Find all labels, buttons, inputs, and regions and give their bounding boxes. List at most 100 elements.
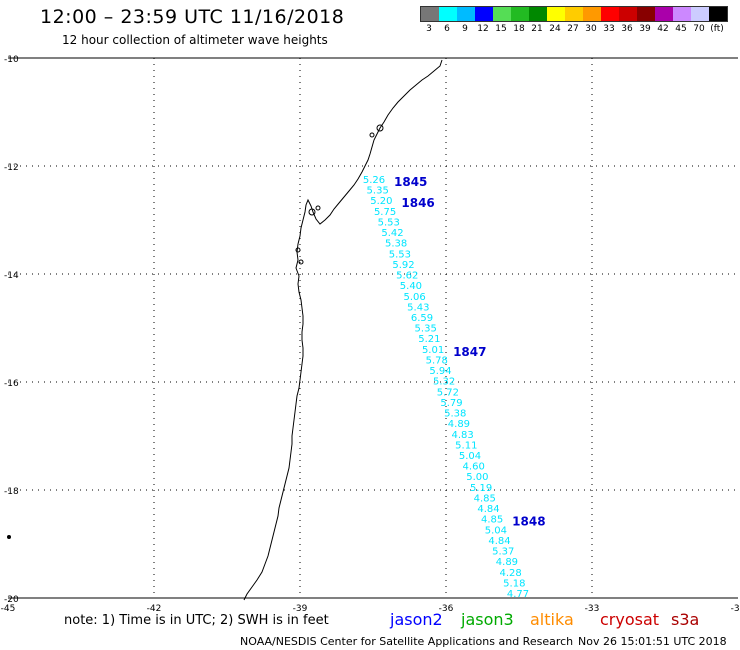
lat-tick-label: -16 — [4, 379, 19, 389]
swh-value: 4.84 — [477, 504, 499, 515]
swh-value: 5.18 — [503, 578, 525, 589]
swh-value: 5.32 — [433, 377, 455, 388]
legend-label: 24 — [549, 24, 561, 34]
legend-swatch — [709, 7, 727, 21]
legend-label: 3 — [426, 24, 432, 34]
map-frame — [8, 57, 738, 599]
swh-value: 5.21 — [418, 334, 440, 345]
swh-value: 5.72 — [437, 387, 459, 398]
legend-labels: 3 6 9 12 15 18 21 24 27 30 33 36 39 42 45 70 (ft) — [420, 22, 728, 36]
lon-tick-label: -33 — [585, 604, 600, 614]
map-subtitle: 12 hour collection of altimeter wave hei… — [62, 33, 328, 47]
legend-label: 33 — [603, 24, 615, 34]
swh-value: 5.53 — [378, 217, 400, 228]
altimeter-track: 5.265.355.205.755.535.425.385.535.925.62… — [363, 175, 546, 600]
swh-value: 5.00 — [466, 472, 488, 483]
footer-timestamp: Nov 26 15:01:51 UTC 2018 — [578, 635, 727, 648]
swh-value: 5.35 — [367, 186, 389, 197]
legend-swatch — [565, 7, 583, 21]
legend-swatch — [511, 7, 529, 21]
wave-height-legend: 3 6 9 12 15 18 21 24 27 30 33 36 39 42 45 70 (ft) — [420, 6, 728, 36]
swh-value: 4.77 — [507, 589, 529, 600]
island-outline — [315, 205, 321, 211]
footer-credit: NOAA/NESDIS Center for Satellite Applica… — [240, 635, 574, 648]
legend-swatch — [439, 7, 457, 21]
lon-tick-label: -30 — [731, 604, 740, 614]
swh-value: 6.59 — [411, 313, 433, 324]
legend-label: 9 — [462, 24, 468, 34]
swh-value: 5.79 — [440, 398, 462, 409]
island-outline — [298, 259, 304, 265]
swh-value: 5.04 — [459, 451, 481, 462]
legend-swatch — [457, 7, 475, 21]
swh-value: 4.60 — [463, 462, 485, 473]
swh-value: 5.38 — [385, 239, 407, 250]
swh-value: 5.04 — [485, 525, 507, 536]
legend-label: (ft) — [710, 24, 724, 34]
island-outline — [295, 247, 301, 253]
swh-value: 5.20 — [370, 196, 392, 207]
coastline — [243, 59, 443, 601]
legend-swatch — [529, 7, 547, 21]
legend-label: 27 — [567, 24, 579, 34]
legend-label: 6 — [444, 24, 450, 34]
footer-note: note: 1) Time is in UTC; 2) SWH is in fe… — [64, 613, 329, 628]
legend-swatch — [673, 7, 691, 21]
legend-swatch — [637, 7, 655, 21]
legend-swatch — [691, 7, 709, 21]
legend-swatch — [601, 7, 619, 21]
legend-label: 30 — [585, 24, 597, 34]
lat-tick-label: -12 — [4, 163, 19, 173]
legend-swatches — [420, 6, 728, 22]
swh-value: 5.19 — [470, 483, 492, 494]
lat-tick-label: -20 — [4, 595, 19, 605]
island-outline — [308, 208, 316, 216]
swh-value: 4.89 — [448, 419, 470, 430]
swh-value: 5.53 — [389, 249, 411, 260]
legend-label: 15 — [495, 24, 507, 34]
legend-label: 45 — [675, 24, 687, 34]
legend-label: 12 — [477, 24, 489, 34]
lat-tick-label: -14 — [4, 271, 19, 281]
legend-swatch — [619, 7, 637, 21]
legend-label: 21 — [531, 24, 543, 34]
lat-tick-label: -18 — [4, 487, 19, 497]
legend-label: 36 — [621, 24, 633, 34]
legend-label: 39 — [639, 24, 651, 34]
legend-swatch — [583, 7, 601, 21]
legend-swatch — [493, 7, 511, 21]
swh-value: 5.01 — [422, 345, 444, 356]
legend-swatch — [421, 7, 439, 21]
swh-value: 5.43 — [407, 302, 429, 313]
swh-value: 5.94 — [429, 366, 451, 377]
swh-value: 4.28 — [499, 568, 521, 579]
swh-value: 5.92 — [392, 260, 414, 271]
satellite-s3a: s3a — [671, 610, 700, 629]
satellite-jason2: jason2 — [390, 610, 443, 629]
swh-value: 5.35 — [415, 324, 437, 335]
swh-value: 5.62 — [396, 271, 418, 282]
lat-tick-label: -10 — [4, 55, 19, 65]
legend-label: 18 — [513, 24, 525, 34]
swh-value: 5.78 — [426, 355, 448, 366]
swh-value: 5.75 — [374, 207, 396, 218]
map-title: 12:00 – 23:59 UTC 11/16/2018 — [40, 6, 345, 28]
swh-value: 5.06 — [403, 292, 425, 303]
coastal-islands — [7, 124, 384, 539]
legend-label: 42 — [657, 24, 669, 34]
swh-value: 4.83 — [451, 430, 473, 441]
time-label: 1847 — [453, 345, 486, 359]
island-outline — [369, 132, 375, 138]
swh-value: 4.85 — [474, 493, 496, 504]
legend-swatch — [475, 7, 493, 21]
offshore-island — [7, 535, 11, 539]
time-label: 1848 — [512, 515, 545, 529]
lon-tick-label: -42 — [147, 604, 162, 614]
legend-swatch — [547, 7, 565, 21]
swh-value: 5.26 — [363, 175, 385, 186]
swh-value: 4.85 — [481, 515, 503, 526]
swh-value: 5.42 — [381, 228, 403, 239]
satellite-cryosat: cryosat — [600, 610, 660, 629]
swh-value: 5.37 — [492, 547, 514, 558]
